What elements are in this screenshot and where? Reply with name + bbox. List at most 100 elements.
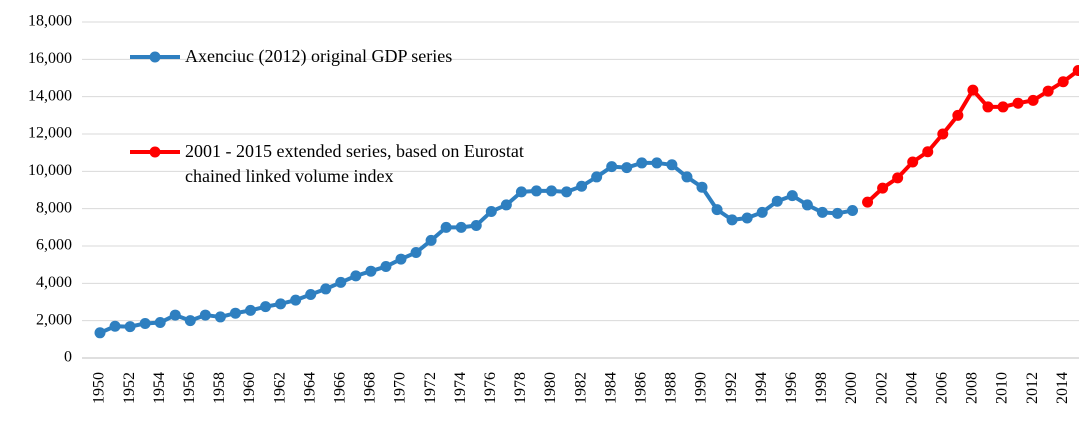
- data-point: [726, 214, 738, 226]
- x-tick-label: 1954: [151, 372, 168, 404]
- data-point: [621, 162, 633, 174]
- data-point: [290, 294, 302, 306]
- data-point: [711, 204, 723, 216]
- data-point: [199, 309, 211, 321]
- data-point: [666, 159, 678, 171]
- data-point: [365, 265, 377, 277]
- x-tick-label: 1994: [753, 372, 770, 404]
- y-tick-label: 2,000: [36, 311, 72, 328]
- data-point: [139, 317, 151, 329]
- data-point: [967, 84, 979, 96]
- data-point: [1072, 65, 1079, 77]
- x-tick-label: 1998: [813, 372, 830, 404]
- data-point: [1057, 76, 1069, 88]
- data-point: [892, 172, 904, 184]
- data-point: [982, 101, 994, 113]
- y-tick-label: 18,000: [28, 13, 72, 30]
- legend-marker: [149, 146, 161, 158]
- x-tick-label: 1988: [663, 372, 680, 404]
- x-tick-label: 1984: [602, 372, 619, 404]
- data-point: [410, 247, 422, 259]
- x-tick-label: 1986: [632, 372, 649, 404]
- data-point: [109, 320, 121, 332]
- data-point: [877, 182, 889, 194]
- data-point: [771, 195, 783, 207]
- data-point: [1027, 94, 1039, 106]
- data-point: [440, 221, 452, 233]
- data-point: [561, 186, 573, 198]
- x-tick-label: 1952: [121, 372, 138, 404]
- y-tick-label: 0: [64, 349, 72, 366]
- x-tick-label: 1976: [482, 372, 499, 404]
- data-point: [260, 301, 272, 313]
- x-tick-label: 2006: [933, 372, 950, 404]
- y-tick-label: 16,000: [28, 50, 72, 67]
- y-tick-label: 10,000: [28, 162, 72, 179]
- x-tick-label: 1972: [422, 372, 439, 404]
- data-point: [576, 180, 588, 192]
- x-tick-label: 1978: [512, 372, 529, 404]
- data-point: [546, 185, 557, 197]
- data-point: [485, 205, 497, 217]
- data-point: [651, 157, 663, 169]
- data-point: [470, 219, 482, 231]
- data-point: [636, 157, 648, 169]
- data-point: [320, 283, 332, 295]
- x-tick-label: 1966: [331, 372, 348, 404]
- x-tick-label: 1974: [452, 372, 469, 404]
- data-point: [455, 221, 467, 233]
- data-point: [816, 206, 828, 218]
- data-point: [335, 276, 347, 288]
- data-point: [922, 146, 934, 158]
- data-point: [1012, 97, 1024, 109]
- data-point: [214, 311, 226, 323]
- x-tick-label: 2014: [1054, 372, 1071, 404]
- x-tick-label: 1958: [211, 372, 228, 404]
- data-point: [124, 321, 136, 333]
- y-tick-label: 8,000: [36, 199, 72, 216]
- x-tick-label: 1960: [241, 372, 258, 404]
- x-tick-label: 2010: [994, 372, 1011, 404]
- data-point: [395, 253, 407, 265]
- data-point: [591, 171, 603, 183]
- data-point: [169, 309, 181, 321]
- data-point: [862, 196, 874, 208]
- data-point: [997, 101, 1009, 113]
- x-tick-label: 1980: [542, 372, 559, 404]
- data-point: [831, 207, 843, 219]
- data-point: [530, 185, 542, 197]
- data-point: [94, 327, 106, 339]
- legend-marker: [149, 51, 161, 63]
- data-point: [756, 206, 768, 218]
- data-point: [184, 315, 196, 327]
- y-tick-label: 6,000: [36, 237, 72, 254]
- x-tick-label: 2000: [843, 372, 860, 404]
- data-point: [515, 186, 527, 198]
- legend-label: 2001 - 2015 extended series, based on Eu…: [185, 141, 524, 186]
- y-tick-label: 12,000: [28, 125, 72, 142]
- data-point: [952, 109, 964, 121]
- data-point: [847, 205, 858, 217]
- y-tick-label: 4,000: [36, 274, 72, 291]
- data-point: [741, 212, 753, 224]
- data-point: [154, 317, 166, 329]
- x-tick-label: 1982: [572, 372, 589, 404]
- x-tick-label: 1996: [783, 372, 800, 404]
- x-tick-label: 1964: [301, 372, 318, 404]
- x-tick-label: 1950: [91, 372, 108, 404]
- x-tick-label: 1970: [392, 372, 409, 404]
- x-tick-label: 2008: [964, 372, 981, 404]
- x-tick-label: 1956: [181, 372, 198, 404]
- x-tick-label: 2012: [1024, 372, 1041, 404]
- data-point: [907, 156, 919, 168]
- data-point: [380, 261, 392, 273]
- data-point: [1042, 85, 1054, 97]
- x-tick-label: 2004: [903, 372, 920, 404]
- x-tick-label: 1990: [693, 372, 710, 404]
- data-point: [275, 298, 287, 310]
- data-point: [305, 289, 317, 301]
- data-point: [786, 190, 798, 202]
- x-tick-label: 1962: [271, 372, 288, 404]
